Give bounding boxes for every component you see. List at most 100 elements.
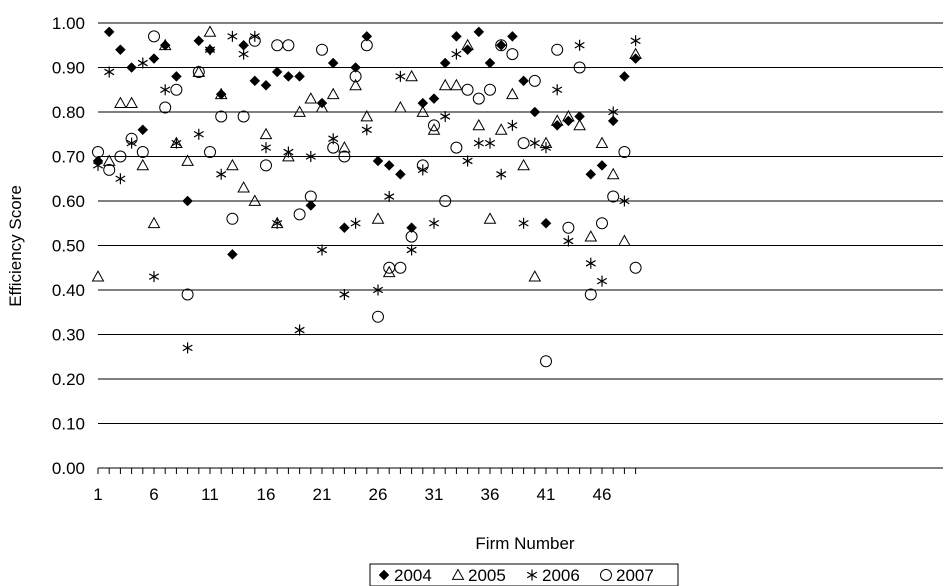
data-point-2007 bbox=[528, 74, 541, 87]
data-point-2007 bbox=[573, 61, 586, 74]
data-point-2004 bbox=[451, 30, 462, 42]
data-point-2007 bbox=[103, 163, 116, 176]
grid-layer bbox=[98, 22, 943, 469]
data-point-2006 bbox=[204, 44, 216, 56]
data-point-2007 bbox=[584, 288, 597, 301]
data-point-2007 bbox=[181, 288, 194, 301]
x-tick-label: 6 bbox=[149, 485, 158, 504]
data-point-2005 bbox=[472, 118, 486, 131]
data-point-2004 bbox=[383, 160, 395, 171]
x-tick-label: 41 bbox=[537, 485, 556, 504]
y-tick-label: 0.10 bbox=[52, 415, 85, 434]
x-tick-label: 16 bbox=[257, 485, 276, 504]
legend-marker-2007 bbox=[600, 569, 612, 581]
data-point-2006 bbox=[361, 124, 372, 136]
data-point-2006 bbox=[417, 164, 428, 176]
legend-label: 2005 bbox=[468, 566, 506, 585]
data-point-2005 bbox=[528, 270, 542, 282]
data-point-2005 bbox=[282, 149, 295, 162]
legend-box bbox=[369, 563, 679, 586]
data-point-2006 bbox=[260, 142, 272, 154]
data-point-2005 bbox=[394, 101, 407, 113]
data-point-2007 bbox=[517, 137, 530, 150]
data-point-2007 bbox=[461, 83, 474, 96]
x-tick-label: 36 bbox=[481, 485, 500, 504]
y-tick-label: 0.00 bbox=[52, 459, 85, 478]
data-point-2007 bbox=[293, 208, 306, 221]
legend-label: 2006 bbox=[542, 566, 580, 585]
data-point-2004 bbox=[305, 200, 317, 211]
data-point-2006 bbox=[249, 30, 260, 42]
data-point-2005 bbox=[461, 38, 474, 51]
data-point-2007 bbox=[562, 221, 575, 234]
data-point-2005 bbox=[226, 158, 239, 171]
data-point-2005 bbox=[259, 127, 273, 140]
data-point-2005 bbox=[494, 123, 508, 135]
data-point-2007 bbox=[282, 39, 295, 52]
data-point-2004 bbox=[529, 106, 541, 118]
data-point-2007 bbox=[495, 39, 508, 52]
data-point-2007 bbox=[484, 83, 496, 96]
y-tick-label: 0.20 bbox=[52, 370, 85, 389]
data-point-2006 bbox=[406, 244, 417, 256]
data-point-2004 bbox=[507, 30, 518, 42]
data-point-2004 bbox=[215, 88, 227, 100]
data-point-2006 bbox=[305, 151, 316, 162]
data-point-2007 bbox=[618, 146, 631, 159]
data-point-2005 bbox=[562, 109, 575, 122]
data-point-2007 bbox=[271, 39, 284, 52]
data-point-2007 bbox=[204, 146, 216, 159]
data-point-2006 bbox=[552, 84, 563, 96]
data-point-2005 bbox=[517, 158, 530, 171]
data-point-2007 bbox=[405, 230, 418, 243]
data-point-2005 bbox=[506, 87, 519, 100]
data-point-2004 bbox=[518, 75, 529, 87]
data-point-2004 bbox=[339, 222, 350, 234]
data-point-2006 bbox=[126, 137, 137, 149]
legend: 2004 2005 2006 2007 bbox=[369, 563, 679, 586]
data-point-2005 bbox=[338, 141, 351, 153]
data-point-2004 bbox=[126, 62, 137, 73]
data-point-2004 bbox=[159, 39, 171, 51]
legend-label: 2004 bbox=[394, 566, 432, 585]
data-point-2004 bbox=[171, 71, 182, 82]
data-point-2007 bbox=[92, 146, 104, 159]
data-point-2004 bbox=[439, 57, 451, 69]
data-point-2005 bbox=[629, 47, 642, 60]
data-point-2004 bbox=[607, 115, 619, 127]
data-point-2007 bbox=[170, 83, 183, 96]
data-point-2006 bbox=[585, 257, 596, 269]
x-tick-label: 26 bbox=[369, 485, 388, 504]
data-point-2005 bbox=[293, 105, 306, 117]
y-tick-label: 0.60 bbox=[52, 192, 85, 211]
data-point-2006 bbox=[608, 106, 619, 118]
data-point-2005 bbox=[550, 114, 564, 126]
data-point-2004 bbox=[137, 124, 149, 136]
data-point-2005 bbox=[158, 38, 172, 51]
x-tick-label: 11 bbox=[201, 485, 219, 504]
data-point-2006 bbox=[115, 173, 126, 185]
data-point-2005 bbox=[595, 136, 609, 149]
y-tick-label: 1.00 bbox=[52, 14, 85, 33]
data-point-2006 bbox=[395, 70, 406, 82]
data-point-2007 bbox=[439, 195, 452, 207]
x-tick-label: 31 bbox=[425, 485, 444, 504]
data-point-2006 bbox=[563, 235, 574, 247]
data-point-2005 bbox=[181, 154, 194, 166]
data-point-2006 bbox=[540, 142, 552, 154]
data-point-2007 bbox=[629, 261, 642, 274]
data-point-2006 bbox=[339, 288, 350, 300]
data-point-2004 bbox=[249, 75, 261, 87]
data-point-2006 bbox=[350, 217, 361, 229]
data-point-2005 bbox=[427, 123, 441, 135]
data-point-2006 bbox=[384, 191, 395, 203]
data-point-2007 bbox=[428, 119, 440, 132]
data-point-2006 bbox=[473, 137, 484, 149]
y-tick-label: 0.80 bbox=[52, 103, 85, 122]
data-point-2005 bbox=[203, 25, 217, 37]
data-point-2005 bbox=[114, 96, 127, 108]
data-point-2006 bbox=[92, 159, 104, 171]
data-point-2005 bbox=[416, 105, 430, 117]
